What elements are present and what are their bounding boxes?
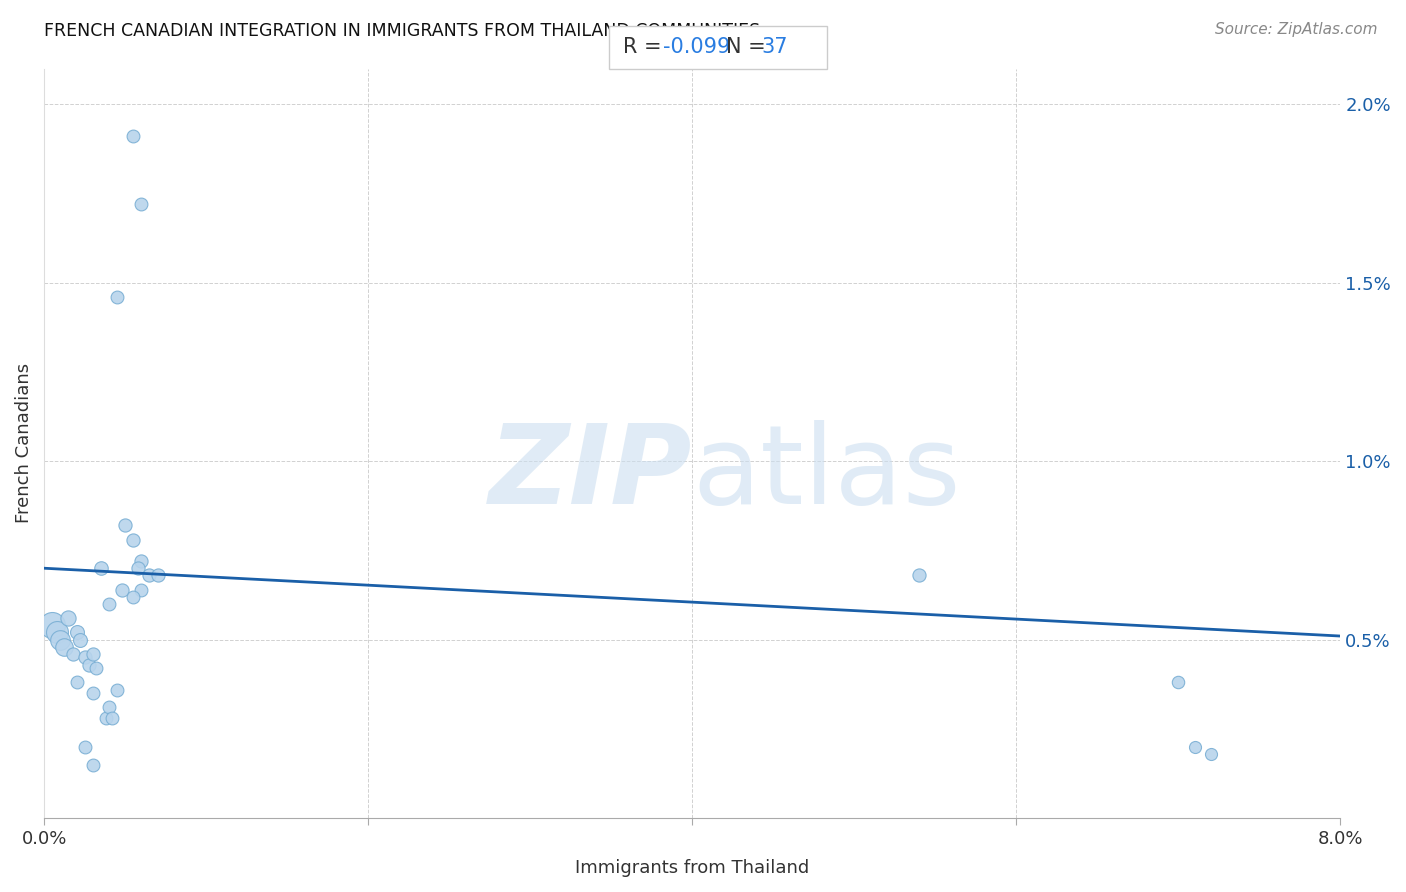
Point (82, 757, 104, 772)
Point (122, 533, 145, 547)
Point (111, 582, 134, 597)
Text: FRENCH CANADIAN INTEGRATION IN IMMIGRANTS FROM THAILAND COMMUNITIES: FRENCH CANADIAN INTEGRATION IN IMMIGRANT… (44, 22, 761, 40)
Point (84, 661, 107, 675)
Point (131, 554, 153, 568)
Point (146, 568, 169, 582)
Text: atlas: atlas (692, 420, 960, 527)
X-axis label: Immigrants from Thailand: Immigrants from Thailand (575, 859, 810, 877)
Point (82, 647, 104, 661)
Point (41, 618, 63, 632)
Text: -0.099: -0.099 (662, 37, 730, 57)
Point (1184, 739, 1206, 754)
Point (138, 568, 160, 582)
Point (908, 568, 931, 582)
Point (97, 700, 120, 714)
Point (82, 686, 104, 700)
Point (62, 647, 84, 661)
Point (65, 625, 87, 640)
Point (131, 197, 153, 211)
Point (97, 597, 120, 611)
Point (1199, 747, 1222, 761)
Point (1167, 675, 1189, 690)
Point (94, 711, 117, 725)
Point (122, 129, 145, 144)
Point (73, 739, 96, 754)
Text: ZIP: ZIP (489, 420, 692, 527)
Text: 37: 37 (761, 37, 787, 57)
Point (105, 290, 128, 304)
Y-axis label: French Canadians: French Canadians (15, 363, 32, 524)
Point (105, 682, 128, 697)
Point (58, 611, 80, 625)
Point (73, 650, 96, 665)
Point (49, 632, 72, 647)
Point (131, 582, 153, 597)
Point (69, 632, 91, 647)
Point (101, 711, 124, 725)
Text: Source: ZipAtlas.com: Source: ZipAtlas.com (1215, 22, 1378, 37)
Point (52, 640, 75, 654)
Text: R =: R = (623, 37, 668, 57)
Point (46, 625, 69, 640)
Point (90, 561, 112, 575)
Point (122, 590, 145, 604)
Point (65, 675, 87, 690)
Text: N =: N = (725, 37, 772, 57)
Point (127, 561, 149, 575)
Point (114, 518, 136, 533)
Point (79, 657, 101, 672)
